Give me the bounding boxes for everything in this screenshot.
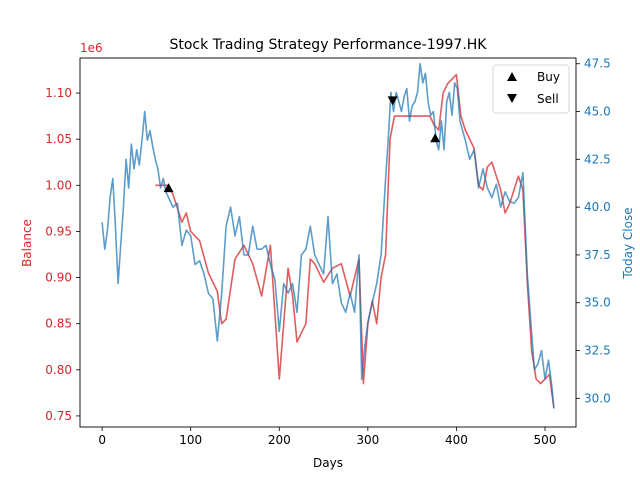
y-right-tick-label-32.5: 32.5 bbox=[584, 344, 611, 358]
x-tick-label-0: 0 bbox=[98, 433, 106, 447]
x-tick-label-300: 300 bbox=[356, 433, 379, 447]
buy-marker-0 bbox=[163, 183, 174, 193]
y-right-tick-label-42.5: 42.5 bbox=[584, 152, 611, 166]
y-axis-label-right: Today Close bbox=[621, 207, 635, 279]
y-right-tick-label-40: 40.0 bbox=[584, 200, 611, 214]
y-right-tick-label-30: 30.0 bbox=[584, 391, 611, 405]
series-line-today-close bbox=[101, 62, 555, 408]
y-right-tick-label-47.5: 47.5 bbox=[584, 57, 611, 71]
y-right-tick-label-37.5: 37.5 bbox=[584, 248, 611, 262]
y-left-tick-label-0.8: 0.80 bbox=[45, 363, 72, 377]
y-right-tick-label-35: 35.0 bbox=[584, 296, 611, 310]
legend-sell-marker bbox=[507, 94, 517, 103]
legend-buy-label: Buy bbox=[537, 70, 560, 84]
chart-title: Stock Trading Strategy Performance-1997.… bbox=[169, 37, 487, 53]
y-left-tick-label-0.85: 0.85 bbox=[45, 317, 72, 331]
y-offset-text-left: 1e6 bbox=[80, 41, 103, 55]
axis-ticks: 0 100 200 300 400 500 0.75 0.80 0.85 0.90 0.95 1.00… bbox=[45, 57, 610, 447]
y-left-tick-label-0.75: 0.75 bbox=[45, 409, 72, 423]
x-axis-label: Days bbox=[313, 456, 343, 470]
series-line-balance bbox=[155, 73, 555, 409]
y-left-tick-label-0.95: 0.95 bbox=[45, 224, 72, 238]
legend-buy-marker bbox=[507, 72, 517, 81]
y-left-tick-label-1: 1.00 bbox=[45, 178, 72, 192]
legend: Buy Sell bbox=[492, 64, 570, 114]
x-tick-label-100: 100 bbox=[179, 433, 202, 447]
x-tick-label-500: 500 bbox=[534, 433, 557, 447]
y-right-tick-label-45: 45.0 bbox=[584, 105, 611, 119]
y-left-tick-label-1.1: 1.10 bbox=[45, 86, 72, 100]
axes-frame bbox=[79, 57, 577, 428]
x-tick-label-400: 400 bbox=[445, 433, 468, 447]
legend-sell-label: Sell bbox=[537, 92, 559, 106]
x-tick-label-200: 200 bbox=[268, 433, 291, 447]
y-left-tick-label-1.05: 1.05 bbox=[45, 132, 72, 146]
plot-area bbox=[101, 62, 555, 409]
buy-marker-2 bbox=[430, 133, 441, 143]
y-axis-label-left: Balance bbox=[20, 219, 34, 267]
sell-marker-1 bbox=[387, 96, 398, 106]
y-left-tick-label-0.9: 0.90 bbox=[45, 271, 72, 285]
